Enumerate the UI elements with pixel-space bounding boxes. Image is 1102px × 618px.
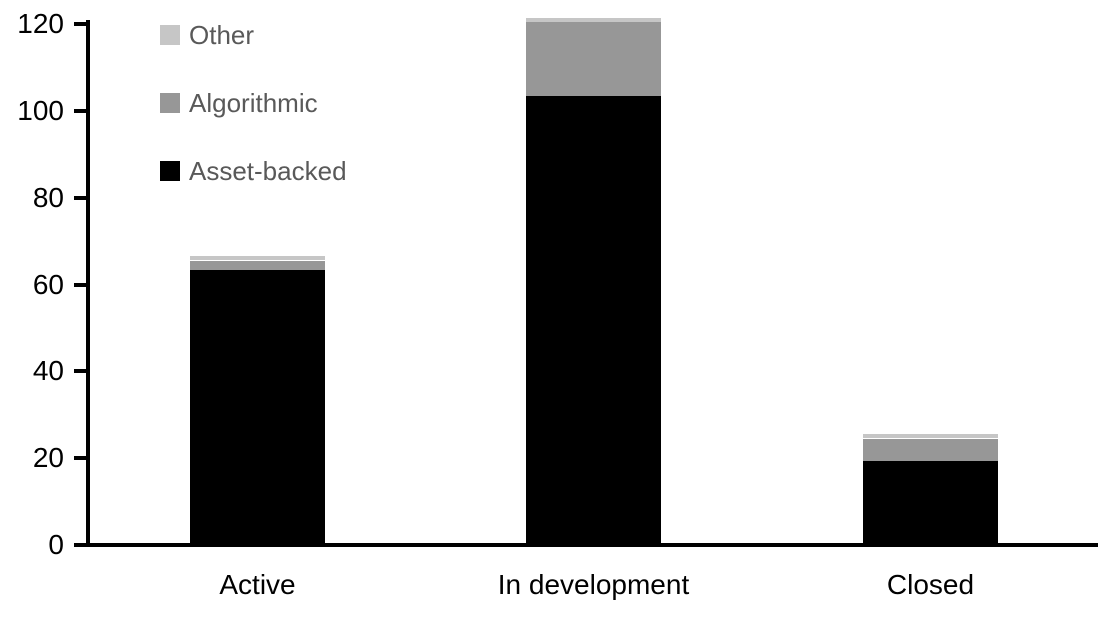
bar-active-algorithmic [190, 261, 325, 270]
bar-active-other [190, 256, 325, 260]
y-tick-mark [74, 109, 87, 113]
legend-label: Other [189, 19, 255, 50]
y-tick-label: 80 [32, 182, 64, 213]
y-tick-label: 60 [32, 269, 64, 300]
y-tick-mark [74, 196, 87, 200]
bar-in-development-asset-backed [526, 96, 661, 543]
x-category-label: Active [219, 569, 296, 600]
y-tick-mark [74, 543, 87, 547]
y-tick-label: 100 [17, 95, 64, 126]
y-tick-mark [74, 283, 87, 287]
bar-closed-other [863, 434, 998, 438]
legend-swatch-icon [160, 161, 180, 181]
y-tick-mark [74, 369, 87, 373]
legend-label: Asset-backed [189, 155, 347, 186]
legend: Other Algorithmic Asset-backed [160, 19, 347, 226]
bar-closed-algorithmic [863, 439, 998, 461]
legend-item-algorithmic: Algorithmic [160, 87, 347, 118]
legend-label: Algorithmic [189, 87, 318, 118]
legend-item-asset-backed: Asset-backed [160, 155, 347, 186]
x-category-label: In development [497, 569, 690, 600]
legend-swatch-icon [160, 93, 180, 113]
y-tick-label: 0 [48, 529, 64, 560]
y-axis-line [86, 20, 90, 547]
y-tick-mark [74, 22, 87, 26]
bar-active-asset-backed [190, 269, 325, 543]
y-tick-label: 120 [17, 8, 64, 39]
y-tick-label: 20 [32, 442, 64, 473]
bar-in-development-algorithmic [526, 22, 661, 96]
legend-item-other: Other [160, 19, 347, 50]
legend-swatch-icon [160, 25, 180, 45]
y-tick-mark [74, 456, 87, 460]
y-tick-label: 40 [32, 355, 64, 386]
bar-in-development-other [526, 18, 661, 22]
x-category-label: Closed [886, 569, 975, 600]
x-axis-line [86, 543, 1098, 547]
bar-closed-asset-backed [863, 461, 998, 543]
